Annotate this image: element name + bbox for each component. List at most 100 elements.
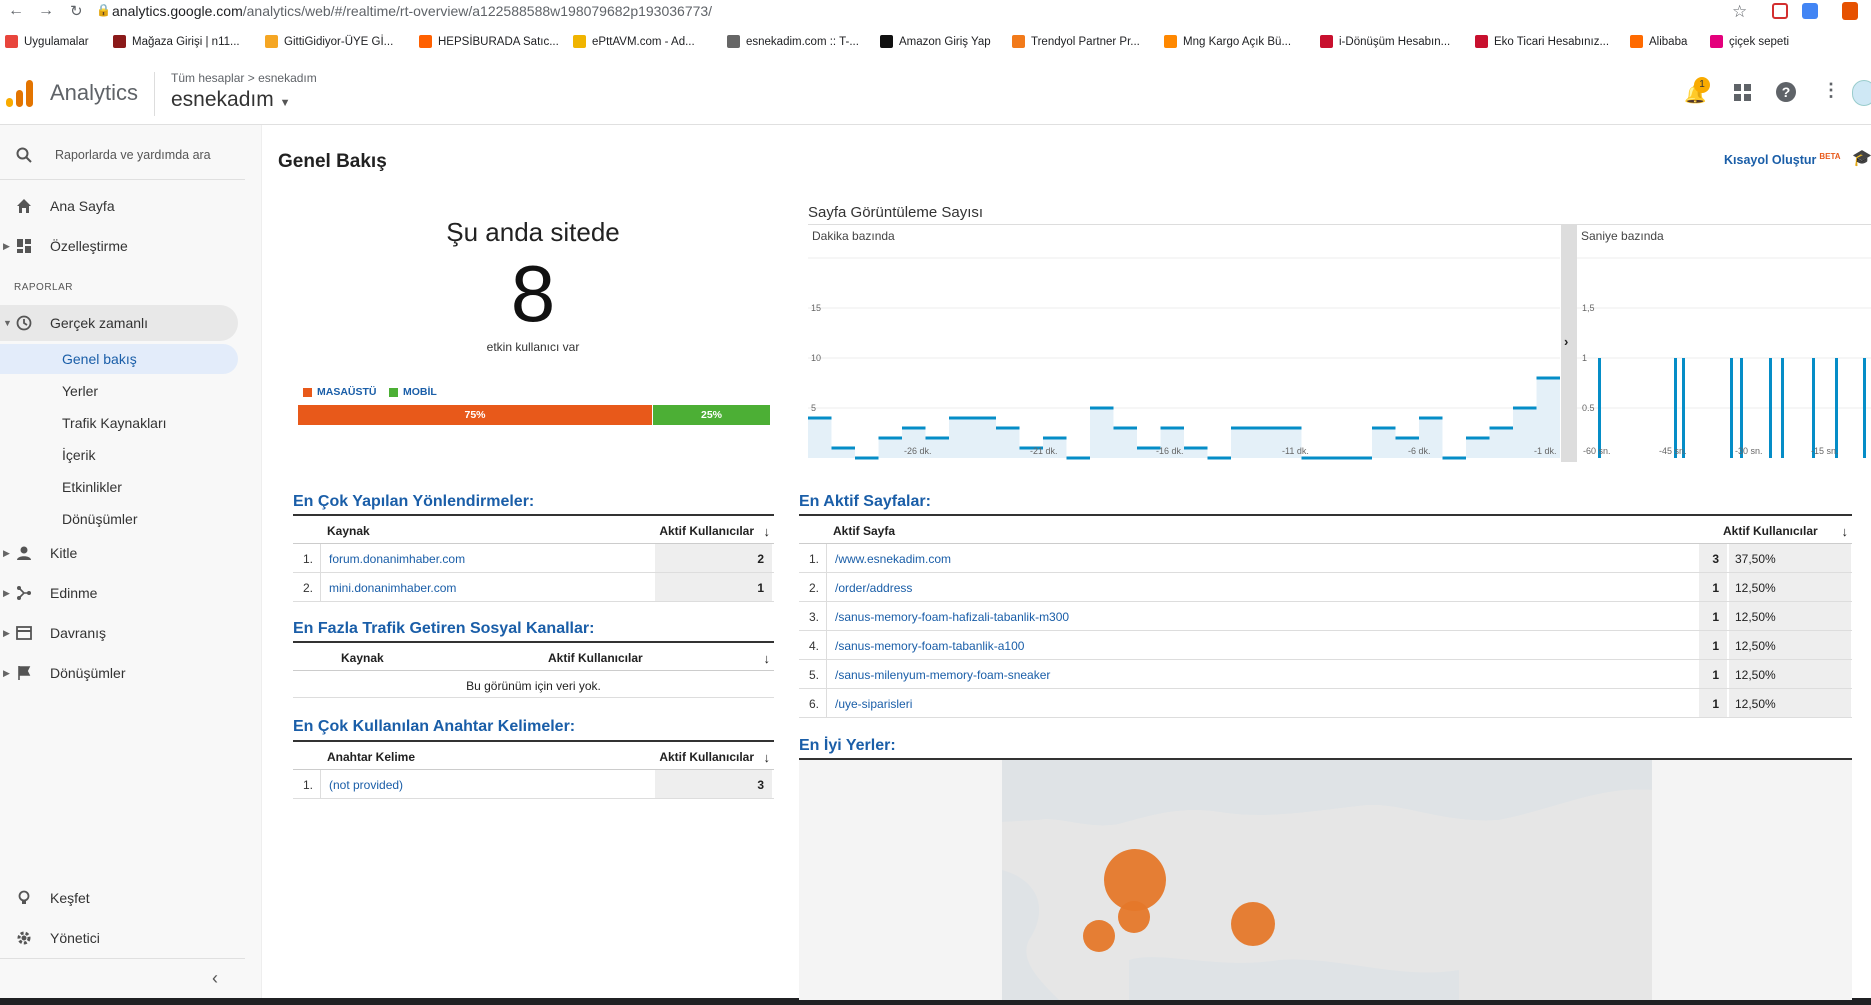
keyword-link[interactable]: (not provided) xyxy=(329,778,404,792)
sort-down-icon[interactable]: ↓ xyxy=(763,750,771,765)
sidebar-item-discover[interactable]: Keşfet xyxy=(0,880,245,916)
row-index: 2. xyxy=(809,581,820,595)
minute-bar-fill xyxy=(1137,448,1161,458)
bookmark-item[interactable]: HEPSİBURADA Satıc... xyxy=(419,35,559,48)
second-bar xyxy=(1781,358,1784,458)
profile-icon[interactable] xyxy=(1842,2,1858,20)
url-field[interactable]: analytics.google.com/analytics/web/#/rea… xyxy=(112,3,713,19)
y-tick-label: 15 xyxy=(811,303,821,313)
minute-bar-fill xyxy=(1278,428,1302,458)
lock-icon: 🔒 xyxy=(96,3,111,17)
home-icon xyxy=(14,196,34,216)
graduation-cap-icon[interactable]: 🎓 xyxy=(1852,150,1871,167)
page-link[interactable]: /sanus-milenyum-memory-foam-sneaker xyxy=(835,668,1051,682)
sidebar-subitem[interactable]: Trafik Kaynakları xyxy=(62,415,167,431)
chart-divider-handle[interactable] xyxy=(1561,224,1577,462)
bookmark-item[interactable]: Trendyol Partner Pr... xyxy=(1012,35,1140,48)
y-tick-label: 5 xyxy=(811,403,816,413)
caret-right-icon: ▶ xyxy=(3,587,10,598)
sidebar-subitem[interactable]: İçerik xyxy=(62,447,96,463)
bookmark-item[interactable]: Mağaza Girişi | n11... xyxy=(113,35,240,48)
location-bubble[interactable] xyxy=(1118,901,1150,933)
sidebar-item-home[interactable]: Ana Sayfa xyxy=(0,188,245,224)
sidebar-item-behavior[interactable]: ▶ Davranış xyxy=(3,625,107,641)
desktop-legend: MASAÜSTÜ xyxy=(303,386,377,398)
sort-down-icon[interactable]: ↓ xyxy=(763,651,771,666)
flag-icon xyxy=(14,663,34,683)
bookmark-item[interactable]: Eko Ticari Hesabınız... xyxy=(1475,35,1609,48)
globe-icon xyxy=(727,35,740,48)
active-users-value: 1 xyxy=(655,573,772,601)
page-link[interactable]: /sanus-memory-foam-hafizali-tabanlik-m30… xyxy=(835,610,1070,624)
location-bubble[interactable] xyxy=(1104,849,1166,911)
minute-bar-fill xyxy=(949,418,973,458)
pageviews-chart-area xyxy=(808,224,1871,462)
minute-bar-fill xyxy=(1419,418,1443,458)
bookmark-item[interactable]: Alibaba xyxy=(1630,35,1687,48)
active-users-value: 1 xyxy=(1699,689,1727,717)
property-selector[interactable]: esnekadım ▼ xyxy=(171,88,291,111)
sidebar-subitem[interactable]: Etkinlikler xyxy=(62,479,122,495)
collapse-icon[interactable]: ‹ xyxy=(212,968,218,988)
taskbar xyxy=(0,998,1871,1005)
locations-map[interactable] xyxy=(799,758,1852,1000)
sidebar-item-admin[interactable]: Yönetici xyxy=(0,920,245,956)
page-link[interactable]: /www.esnekadim.com xyxy=(835,552,952,566)
clock-icon xyxy=(14,313,34,333)
bookmark-item[interactable]: ePttAVM.com - Ad... xyxy=(573,35,695,48)
table-row: 4. /sanus-memory-foam-tabanlik-a100 1 12,50… xyxy=(799,631,1852,660)
caret-right-icon: ▶ xyxy=(3,547,10,558)
bookmark-item[interactable]: Amazon Giriş Yap xyxy=(880,35,991,48)
minute-bar-fill xyxy=(972,418,996,458)
bookmark-item[interactable]: i-Dönüşüm Hesabın... xyxy=(1320,35,1450,48)
translate-icon[interactable] xyxy=(1802,3,1818,19)
sidebar-item-realtime[interactable]: ▼ Gerçek zamanlı xyxy=(0,305,238,341)
referrals-table: Kaynak Aktif Kullanıcılar ↓ 1. forum.dona… xyxy=(293,514,774,602)
search-box[interactable]: Raporlarda ve yardımda ara xyxy=(0,137,245,173)
sidebar-item-customization[interactable]: ▶ Özelleştirme xyxy=(3,238,128,254)
forward-icon[interactable]: → xyxy=(38,2,54,19)
account-avatar[interactable] xyxy=(1852,80,1871,106)
extension-icon[interactable] xyxy=(1772,3,1788,19)
sidebar-item-conversions[interactable]: ▶ Dönüşümler xyxy=(3,663,126,683)
cell-divider xyxy=(826,631,827,659)
sort-down-icon[interactable]: ↓ xyxy=(763,524,771,539)
mobile-legend: MOBİL xyxy=(389,386,437,398)
minute-bar-fill xyxy=(1113,428,1137,458)
shortcut-link[interactable]: Kısayol Oluştur BETA xyxy=(1724,152,1841,168)
sidebar-subitem[interactable]: Dönüşümler xyxy=(62,511,138,527)
bookmark-item[interactable]: Uygulamalar xyxy=(5,35,89,48)
analytics-logo-icon xyxy=(6,80,34,108)
keywords-title: En Çok Kullanılan Anahtar Kelimeler: xyxy=(293,718,576,735)
row-index: 5. xyxy=(809,668,820,682)
percent-value: 12,50% xyxy=(1728,573,1851,601)
source-link[interactable]: forum.donanimhaber.com xyxy=(329,552,466,566)
star-icon[interactable]: ☆ xyxy=(1732,2,1748,21)
second-bar xyxy=(1769,358,1772,458)
reload-icon[interactable]: ↻ xyxy=(70,3,83,20)
bookmark-item[interactable]: esnekadim.com :: T-... xyxy=(727,35,859,48)
bookmark-item[interactable]: çiçek sepeti xyxy=(1710,35,1789,48)
more-vert-icon[interactable]: ⋮ xyxy=(1822,80,1840,100)
bookmark-item[interactable]: GittiGidiyor-ÜYE Gİ... xyxy=(265,35,393,48)
sidebar-subitem[interactable]: Genel bakış xyxy=(0,344,238,374)
sidebar-item-acquisition[interactable]: ▶ Edinme xyxy=(3,585,98,601)
breadcrumb[interactable]: Tüm hesaplar > esnekadım xyxy=(171,71,317,85)
back-icon[interactable]: ← xyxy=(8,2,24,19)
apps-grid-icon[interactable] xyxy=(1734,84,1752,102)
active-users-value: 1 xyxy=(1699,602,1727,630)
sidebar-subitem[interactable]: Yerler xyxy=(62,383,99,399)
source-link[interactable]: mini.donanimhaber.com xyxy=(329,581,457,595)
sort-down-icon[interactable]: ↓ xyxy=(1841,524,1849,539)
location-bubble[interactable] xyxy=(1083,920,1115,952)
page-link[interactable]: /sanus-memory-foam-tabanlik-a100 xyxy=(835,639,1025,653)
chevron-right-icon[interactable]: › xyxy=(1564,334,1569,349)
page-link[interactable]: /uye-siparisleri xyxy=(835,697,913,711)
page-link[interactable]: /order/address xyxy=(835,581,913,595)
location-bubble[interactable] xyxy=(1231,902,1275,946)
help-icon[interactable]: ? xyxy=(1776,82,1796,102)
active-pages-table: Aktif Sayfa Aktif Kullanıcılar ↓ 1. /www.… xyxy=(799,514,1852,718)
bookmark-item[interactable]: Mng Kargo Açık Bü... xyxy=(1164,35,1291,48)
sidebar-item-audience[interactable]: ▶ Kitle xyxy=(3,545,78,561)
x-tick-label: -6 dk. xyxy=(1408,446,1431,456)
